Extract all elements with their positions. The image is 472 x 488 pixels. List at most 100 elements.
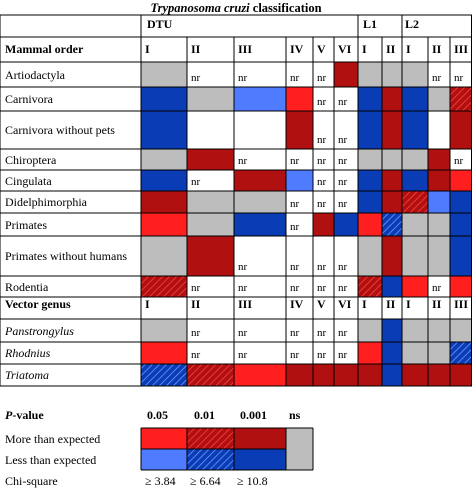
nr-label: nr xyxy=(317,134,327,146)
mammal-cell-r4-c8 xyxy=(402,170,428,191)
mammal-cell-r0-c3 xyxy=(286,62,313,87)
legend-swatch xyxy=(286,428,313,470)
nr-label: nr xyxy=(290,261,300,273)
vector-cell-r2-c8 xyxy=(402,364,428,386)
vector-cell-r1-c1 xyxy=(187,342,234,364)
mammal-cell-r7-c0 xyxy=(141,236,187,276)
mammal-cell-r6-c1 xyxy=(187,213,234,236)
mammal-cell-r4-c1 xyxy=(187,170,234,191)
mammal-cell-r8-c9 xyxy=(428,276,450,297)
mammal-row-label: Artiodactyla xyxy=(5,68,65,82)
mammal-cell-r8-c4 xyxy=(313,276,334,297)
legend-p-0001: 0.001 xyxy=(240,408,267,422)
mammal-cell-r6-c8 xyxy=(402,213,428,236)
dtu-header: DTU xyxy=(147,17,173,31)
vector-cell-r0-c4 xyxy=(313,319,334,342)
vector-cell-r2-c2 xyxy=(234,364,286,386)
mammal-cell-r1-c9 xyxy=(428,87,450,111)
nr-label: nr xyxy=(338,96,348,108)
vector-cell-r0-c1 xyxy=(187,319,234,342)
mammal-cell-r2-c3 xyxy=(286,111,313,149)
mammal-cell-r6-c5 xyxy=(334,213,358,236)
mammal-cell-r1-c8 xyxy=(402,87,428,111)
mammal-cell-r2-c4 xyxy=(313,111,334,149)
mammal-cell-r5-c10 xyxy=(450,191,472,213)
mammal-col-header: V xyxy=(317,42,326,56)
mammal-cell-r7-c5 xyxy=(334,236,358,276)
mammal-cell-r6-c0 xyxy=(141,213,187,236)
mammal-cell-r3-c4 xyxy=(313,149,334,170)
mammal-cell-r6-c9 xyxy=(428,213,450,236)
mammal-cell-r5-c5 xyxy=(334,191,358,213)
nr-label: nr xyxy=(338,327,348,339)
vector-row-label: Triatoma xyxy=(5,368,50,382)
nr-label: nr xyxy=(191,72,201,84)
vector-cell-r1-c0 xyxy=(141,342,187,364)
mammal-cell-r4-c7 xyxy=(382,170,402,191)
mammal-order-header: Mammal order xyxy=(5,42,84,56)
mammal-cell-r3-c8 xyxy=(402,149,428,170)
vector-cell-r1-c10 xyxy=(450,342,472,364)
nr-label: nr xyxy=(290,72,300,84)
nr-label: nr xyxy=(338,261,348,273)
vector-cell-r0-c6 xyxy=(358,319,382,342)
l2-header: L2 xyxy=(405,17,420,31)
legend-swatch xyxy=(187,428,234,449)
mammal-cell-r0-c4 xyxy=(313,62,334,87)
legend-p-001: 0.01 xyxy=(194,408,215,422)
mammal-row-label: Rodentia xyxy=(5,280,49,294)
vector-cell-r2-c9 xyxy=(428,364,450,386)
mammal-col-header: III xyxy=(238,42,253,56)
nr-label: nr xyxy=(238,261,248,273)
nr-label: nr xyxy=(338,349,348,361)
vector-genus-header: Vector genus xyxy=(5,297,71,311)
mammal-cell-r2-c7 xyxy=(382,111,402,149)
nr-label: nr xyxy=(238,155,248,167)
legend-chisq-1: ≥ 3.84 xyxy=(145,474,176,488)
legend-chisq-3: ≥ 10.8 xyxy=(237,474,268,488)
l1-header: L1 xyxy=(363,17,378,31)
mammal-cell-r2-c9 xyxy=(428,111,450,149)
mammal-row-label: Chiroptera xyxy=(5,153,57,167)
mammal-cell-r5-c8 xyxy=(402,191,428,213)
nr-label: nr xyxy=(290,327,300,339)
mammal-cell-r3-c9 xyxy=(428,149,450,170)
vector-cell-r0-c10 xyxy=(450,319,472,342)
legend-swatch xyxy=(234,428,286,449)
vector-cell-r1-c3 xyxy=(286,342,313,364)
vector-cell-r0-c7 xyxy=(382,319,402,342)
vector-cell-r2-c7 xyxy=(382,364,402,386)
nr-label: nr xyxy=(238,349,248,361)
mammal-cell-r4-c2 xyxy=(234,170,286,191)
mammal-cell-r4-c6 xyxy=(358,170,382,191)
mammal-cell-r3-c7 xyxy=(382,149,402,170)
mammal-cell-r6-c10 xyxy=(450,213,472,236)
mammal-cell-r3-c0 xyxy=(141,149,187,170)
mammal-cell-r4-c4 xyxy=(313,170,334,191)
vector-cell-r2-c10 xyxy=(450,364,472,386)
mammal-col-header: I xyxy=(145,42,150,56)
mammal-cell-r6-c3 xyxy=(286,213,313,236)
vector-col-header: V xyxy=(317,297,326,311)
mammal-cell-r5-c0 xyxy=(141,191,187,213)
nr-label: nr xyxy=(338,176,348,188)
mammal-cell-r8-c6 xyxy=(358,276,382,297)
mammal-cell-r8-c10 xyxy=(450,276,472,297)
mammal-cell-r1-c0 xyxy=(141,87,187,111)
mammal-cell-r5-c1 xyxy=(187,191,234,213)
mammal-cell-r7-c4 xyxy=(313,236,334,276)
mammal-row-label: Carnivora xyxy=(5,92,53,106)
mammal-row-label: Primates xyxy=(5,218,47,232)
vector-cell-r2-c4 xyxy=(313,364,334,386)
vector-cell-r2-c1 xyxy=(187,364,234,386)
mammal-cell-r0-c6 xyxy=(358,62,382,87)
mammal-cell-r6-c7 xyxy=(382,213,402,236)
mammal-cell-r0-c2 xyxy=(234,62,286,87)
mammal-cell-r2-c8 xyxy=(402,111,428,149)
vector-col-header: VI xyxy=(338,297,352,311)
mammal-cell-r2-c10 xyxy=(450,111,472,149)
mammal-cell-r3-c3 xyxy=(286,149,313,170)
vector-cell-r1-c8 xyxy=(402,342,428,364)
vector-col-header: IV xyxy=(290,297,304,311)
mammal-cell-r5-c9 xyxy=(428,191,450,213)
